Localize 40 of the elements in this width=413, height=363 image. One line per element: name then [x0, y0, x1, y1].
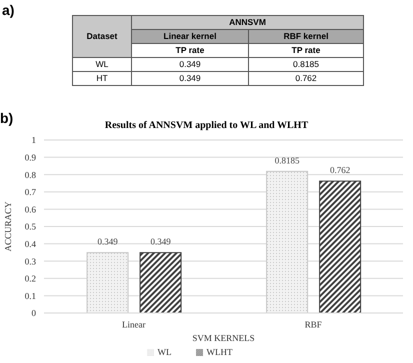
- y-tick-label: 0.1: [24, 290, 36, 301]
- text: 0.762: [330, 165, 350, 176]
- x-axis-title: SVM KERNELS: [192, 333, 255, 343]
- y-tick-label: 0.4: [24, 238, 36, 249]
- y-tick-label: 0.2: [24, 274, 36, 284]
- text: HT: [72, 72, 132, 86]
- y-tick-label: 0.8: [24, 170, 36, 180]
- bar: [266, 170, 308, 313]
- text: Dataset: [72, 16, 132, 58]
- text: RBF kernel: [248, 30, 364, 44]
- y-tick-label: 0.9: [24, 152, 36, 162]
- text: TP rate: [132, 44, 248, 58]
- y-tick-label: 0.3: [24, 256, 36, 266]
- bar: [140, 252, 182, 313]
- data-label: 0.349: [132, 58, 248, 72]
- bar: [86, 252, 129, 313]
- text: 0.349: [97, 236, 118, 247]
- data-label: 0.8185: [248, 58, 364, 72]
- legend-label: WLHT: [206, 347, 232, 357]
- chart-title: Results of ANNSVM applied to WL and WLHT: [104, 120, 308, 131]
- text: TP rate: [248, 44, 364, 58]
- legend-label: WL: [158, 347, 172, 357]
- y-tick-label: 0: [32, 308, 36, 318]
- y-axis-title: ACCURACY: [3, 201, 14, 252]
- text: 0.349: [150, 236, 171, 247]
- text: ANNSVM: [132, 16, 364, 30]
- text: b): [0, 110, 14, 126]
- y-tick-label: 0.5: [24, 222, 36, 232]
- text: 0.8185: [274, 155, 300, 166]
- text: Linear kernel: [132, 30, 248, 44]
- x-tick-label: Linear: [122, 319, 146, 330]
- bar: [319, 180, 362, 313]
- y-tick-label: 0.6: [24, 204, 36, 214]
- x-tick-label: RBF: [304, 319, 322, 330]
- y-tick-label: 0.7: [24, 187, 36, 198]
- text: a): [2, 2, 14, 18]
- text: WL: [72, 58, 132, 72]
- data-label: 0.762: [248, 72, 364, 86]
- y-tick-label: 1: [32, 135, 36, 146]
- data-label: 0.349: [132, 72, 248, 86]
